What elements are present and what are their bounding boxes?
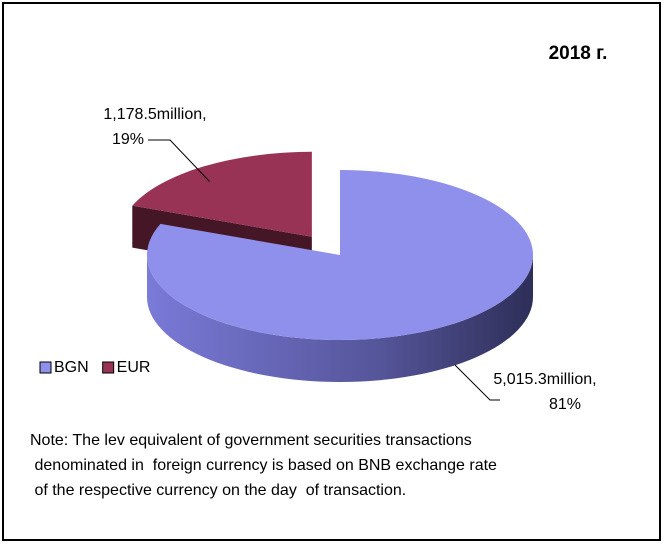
data-label: 5,015.3million, [493,371,596,388]
legend-label: BGN [54,359,89,376]
pie-slice [132,151,312,237]
note-line: of the respective currency on the day of… [30,482,406,499]
pie-slice [146,170,533,340]
legend-swatch [39,361,52,374]
slice-side [147,255,533,382]
data-label: 19% [112,131,144,148]
leader-line [148,139,211,183]
data-label: 81% [549,396,581,413]
note-line: Note: The lev equivalent of government s… [30,432,472,449]
chart-title: 2018 г. [549,43,608,64]
leader-line [454,364,500,401]
legend-swatch [102,361,115,374]
note-line: denominated in foreign currency is based… [30,457,497,474]
legend-label: EUR [117,359,151,376]
data-label: 1,178.5million, [103,106,206,123]
